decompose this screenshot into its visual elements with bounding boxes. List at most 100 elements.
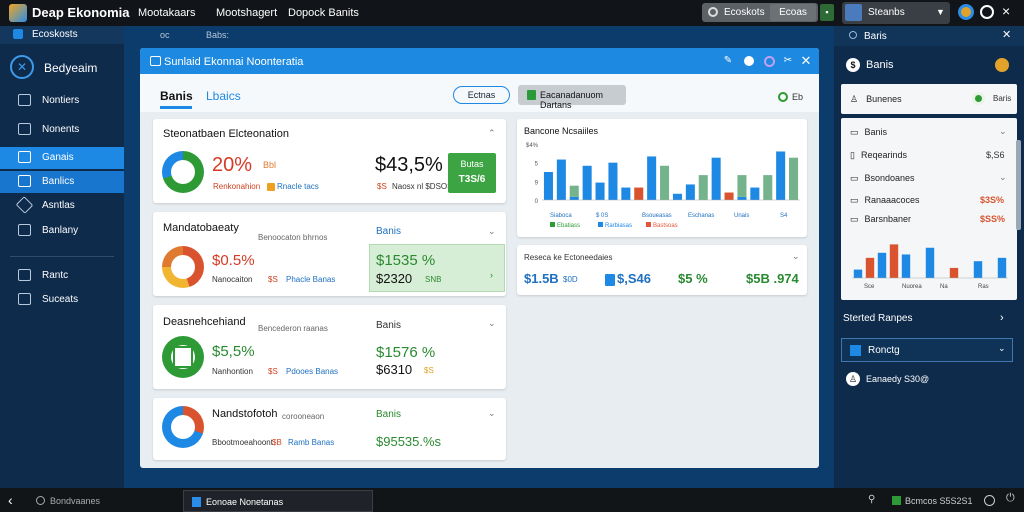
bar xyxy=(724,192,734,200)
bar xyxy=(750,187,760,200)
panel-icon xyxy=(849,31,857,39)
right-link[interactable]: Sterted Ranpes xyxy=(843,313,913,324)
right-list-item[interactable]: ▭ Ranaaacoces xyxy=(850,195,920,205)
metric-sub: $2320 xyxy=(376,271,413,286)
window-icon xyxy=(150,56,161,66)
scrollbar[interactable] xyxy=(1016,140,1021,230)
mini-bar-chart: Sce Nuorea Na Ras xyxy=(852,244,1008,290)
right-list-item[interactable]: ▭ Barsnbaner xyxy=(850,214,912,224)
chevron-down-icon[interactable]: ⌄ xyxy=(488,318,496,328)
sidebar-item-asntlas[interactable]: Asntlas xyxy=(0,195,124,217)
x-tick-label: Siaboca xyxy=(550,213,572,219)
close-icon[interactable]: ✕ xyxy=(800,53,812,68)
search-button[interactable]: Ecoas xyxy=(770,4,816,21)
bookmark-icon xyxy=(605,273,615,286)
share-icon[interactable]: ✂ xyxy=(783,55,793,66)
chevron-down-icon[interactable]: ⌄ xyxy=(488,408,496,418)
right-select[interactable]: Ronctg xyxy=(841,338,1013,362)
right-list-value: $3S% xyxy=(980,195,1005,205)
legend-b: Pdooes Banas xyxy=(286,367,339,376)
sidebar-item-nonents[interactable]: Nonents xyxy=(0,119,124,141)
coin-icon[interactable] xyxy=(995,58,1009,72)
sidebar-item-banlics[interactable]: Banlics xyxy=(0,171,124,193)
edit-icon[interactable]: ✎ xyxy=(723,55,733,66)
brand-icon: ✕ xyxy=(10,55,34,79)
right-list-item[interactable]: ▯ Reqearinds xyxy=(850,150,907,160)
outline-button[interactable]: Ectnas xyxy=(453,86,510,104)
chevron-up-icon[interactable]: ⌃ xyxy=(488,128,496,138)
right-list-item[interactable]: ▭ Bsondoanes xyxy=(850,173,915,183)
sidebar-item-ganais[interactable]: Ganais xyxy=(0,147,124,169)
toolbar-label: Babs: xyxy=(206,30,230,40)
summary-card[interactable] xyxy=(153,398,506,460)
summary-card[interactable] xyxy=(153,119,506,203)
circle-icon[interactable] xyxy=(744,56,754,66)
card-right-title: Banis xyxy=(376,320,402,331)
toolbar-label: oc xyxy=(160,30,170,40)
legend-b: Rnacle tacs xyxy=(267,182,319,191)
taskbar-search[interactable]: Bondvaanes xyxy=(32,493,172,509)
avatar xyxy=(845,4,862,21)
record-icon[interactable] xyxy=(764,56,775,67)
bar xyxy=(865,257,875,278)
power-icon[interactable]: ⏻ xyxy=(1006,492,1015,504)
legend-label: Ebatiass xyxy=(557,223,580,229)
sidebar-item-banlany[interactable]: Banlany xyxy=(0,220,124,242)
file-icon xyxy=(18,293,31,305)
card-title: Nandstofotoh xyxy=(212,408,278,420)
metric-value: $1576 % xyxy=(376,344,436,361)
chevron-down-icon[interactable]: ⌄ xyxy=(488,226,496,236)
export-button[interactable]: Eacanadanuom Dartans xyxy=(518,85,626,110)
bar xyxy=(660,165,670,200)
taskbar-active-app[interactable]: Eonoae Nonetanas xyxy=(183,490,373,512)
x-tick-label: Na xyxy=(940,284,948,290)
close-icon[interactable]: × xyxy=(1002,3,1011,19)
bar xyxy=(877,252,887,278)
top-menu-item[interactable]: Mootshagert xyxy=(216,7,278,19)
right-card[interactable] xyxy=(841,84,1017,114)
refresh-label: Eb xyxy=(792,92,804,102)
green-indicator[interactable]: ▪ xyxy=(820,4,834,21)
metric-sub: $S xyxy=(377,182,387,191)
card-subtitle: Bencederon raanas xyxy=(258,324,328,333)
right-list-item[interactable]: ▭ Banis xyxy=(850,127,888,137)
bar xyxy=(672,193,682,200)
spreadsheet-icon xyxy=(527,90,536,100)
back-icon[interactable]: ‹ xyxy=(8,492,13,508)
profile-icon[interactable] xyxy=(958,4,974,20)
bar xyxy=(685,184,695,200)
sidebar-item-rantc[interactable]: Rantc xyxy=(0,265,124,287)
status-badge[interactable]: Butas T3S/6 xyxy=(448,153,496,193)
x-tick-label: Unais xyxy=(734,213,749,219)
network-icon[interactable]: ⚲ xyxy=(868,494,876,505)
refresh-icon[interactable] xyxy=(778,92,788,102)
sidebar-header[interactable]: Ecoskosts xyxy=(0,26,124,44)
top-menu-item[interactable]: Dopock Banits xyxy=(288,7,359,19)
close-icon[interactable]: ✕ xyxy=(1002,29,1012,41)
sidebar-item-nontiers[interactable]: Nontiers xyxy=(0,90,124,112)
summary-card[interactable] xyxy=(153,305,506,389)
card-title: Steonatbaen Elcteonation xyxy=(163,128,289,140)
chevron-down-icon[interactable]: ⌄ xyxy=(999,126,1007,136)
chevron-down-icon[interactable]: ⌄ xyxy=(792,251,800,261)
bar xyxy=(737,175,747,197)
chevron-down-icon[interactable]: ▼ xyxy=(936,7,945,17)
notification-icon[interactable] xyxy=(984,495,995,506)
legend-swatch xyxy=(646,222,651,227)
chevron-right-icon[interactable]: › xyxy=(490,270,493,280)
metric-value: $0.5% xyxy=(212,252,255,269)
tab-lbaics[interactable]: Lbaics xyxy=(206,89,241,103)
settings-icon[interactable] xyxy=(980,5,994,19)
metric-value: $95535.%s xyxy=(376,434,442,449)
app-title: Deap Ekonomia xyxy=(32,5,130,20)
top-menu-item[interactable]: Mootakaars xyxy=(138,7,196,19)
chevron-down-icon[interactable]: ⌄ xyxy=(999,172,1007,182)
chevron-right-icon[interactable]: › xyxy=(1000,312,1004,324)
user-menu[interactable]: Steanbs xyxy=(842,2,950,24)
bar xyxy=(543,172,553,200)
legend-a: $S xyxy=(268,275,278,284)
sidebar-item-suceats[interactable]: Suceats xyxy=(0,289,124,311)
summary-value: $1.5B xyxy=(524,271,559,286)
chevron-down-icon[interactable]: ⌄ xyxy=(998,343,1006,353)
tab-banis[interactable]: Banis xyxy=(160,89,193,103)
